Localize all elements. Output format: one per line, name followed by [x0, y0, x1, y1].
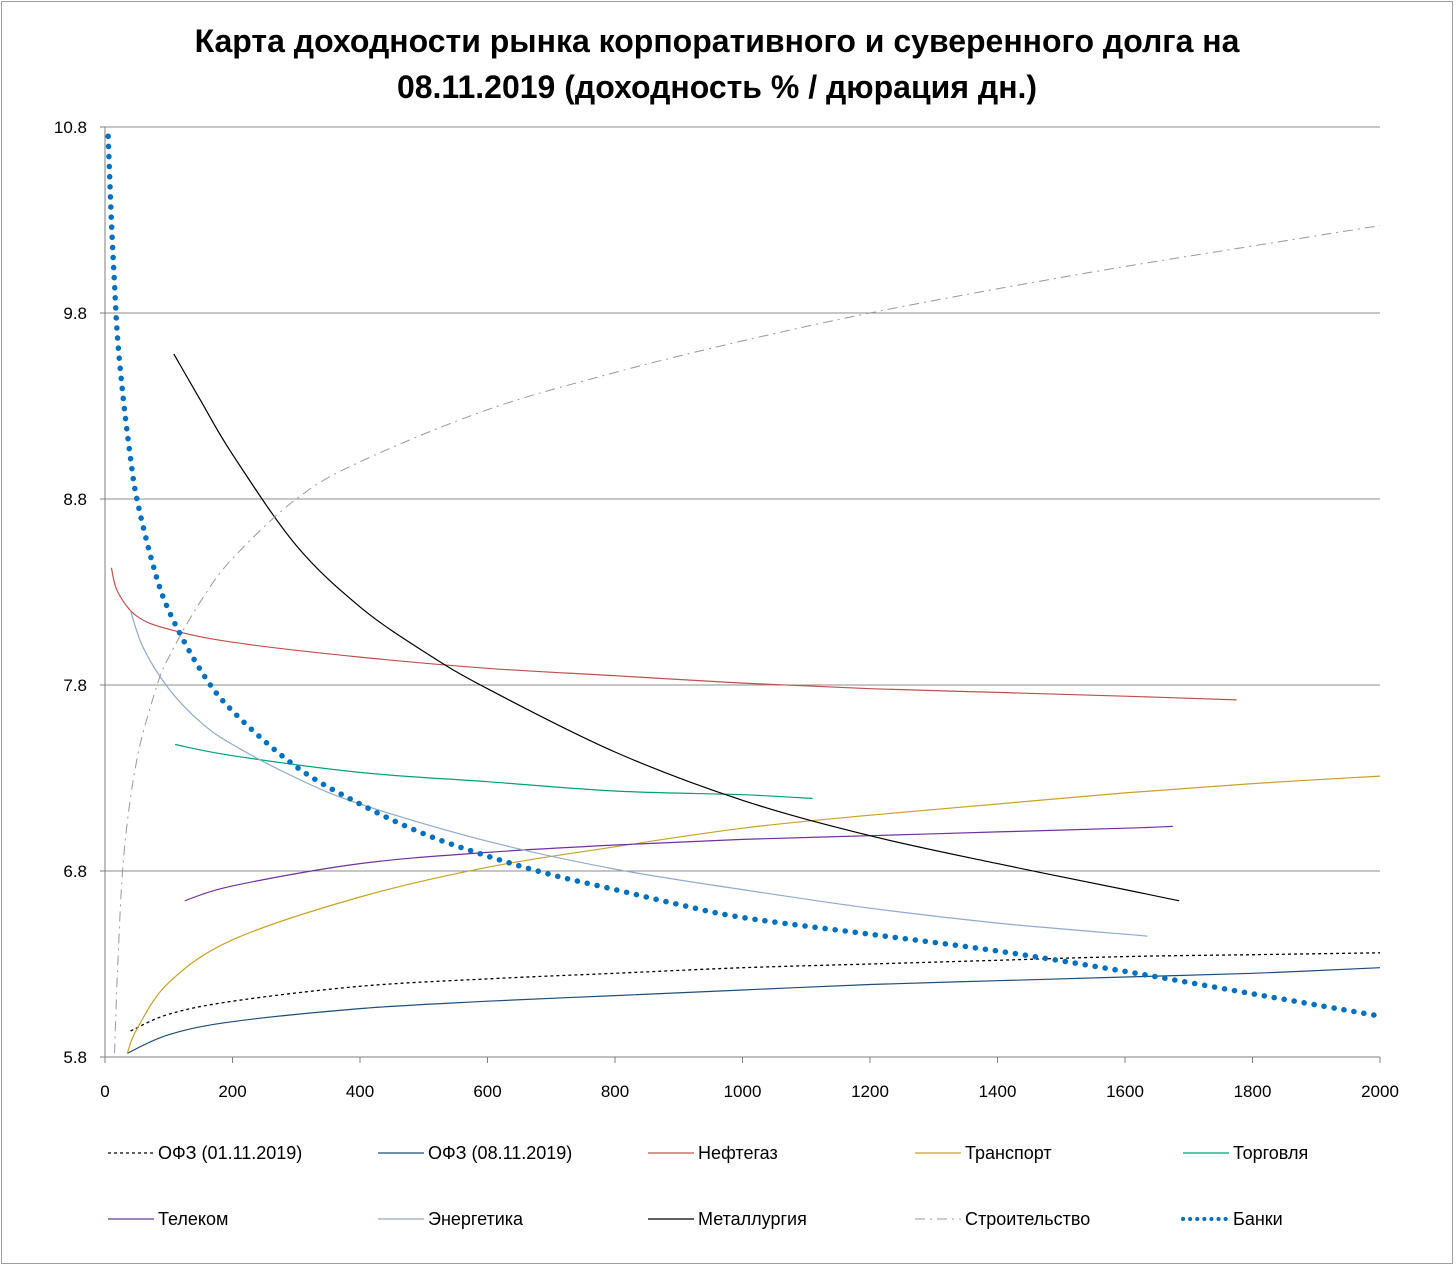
legend-label: Нефтегаз [698, 1143, 778, 1163]
series-1-line [130, 952, 1381, 1032]
x-tick-label: 1800 [1234, 1082, 1272, 1101]
chart-title-line-1: Карта доходности рынка корпоративного и … [194, 23, 1240, 59]
series-2-line [127, 967, 1381, 1054]
y-tick-label: 9.8 [63, 304, 87, 323]
y-tick-label: 7.8 [63, 676, 87, 695]
legend: ОФЗ (01.11.2019) ОФЗ (08.11.2019) Нефтегаз… [108, 1143, 1308, 1229]
x-tick-label: 400 [346, 1082, 374, 1101]
legend-label: Транспорт [965, 1143, 1052, 1163]
x-tick-label: 1400 [979, 1082, 1017, 1101]
legend-label: ОФЗ (08.11.2019) [428, 1143, 572, 1163]
chart-title: Карта доходности рынка корпоративного и … [0, 18, 1434, 110]
x-tick-label: 200 [218, 1082, 246, 1101]
tick-labels: 5.8 6.8 7.8 8.8 9.8 10.8 0 200 400 600 800 1000 1200… [54, 118, 1399, 1101]
gridlines [105, 126, 1380, 1058]
x-tick-label: 1200 [851, 1082, 889, 1101]
series-4-line [126, 775, 1381, 1054]
x-tick-label: 0 [100, 1082, 109, 1101]
series-8-line [173, 353, 1180, 902]
x-tick-label: 2000 [1361, 1082, 1399, 1101]
x-tick-label: 600 [473, 1082, 501, 1101]
series-10-line [105, 133, 1383, 1019]
y-tick-label: 8.8 [63, 490, 87, 509]
x-tick-label: 1000 [724, 1082, 762, 1101]
legend-label: Телеком [158, 1209, 228, 1229]
legend-label: Банки [1233, 1209, 1283, 1229]
series-6-line [184, 825, 1173, 902]
legend-label: Металлургия [698, 1209, 807, 1229]
legend-label: Строительство [965, 1209, 1090, 1229]
axes [100, 126, 1381, 1063]
legend-label: ОФЗ (01.11.2019) [158, 1143, 302, 1163]
y-tick-label: 5.8 [63, 1048, 87, 1067]
x-tick-label: 1600 [1106, 1082, 1144, 1101]
series-9-line [114, 225, 1381, 1054]
legend-label: Торговля [1233, 1143, 1308, 1163]
series-5-line [174, 743, 813, 800]
series-7-line [129, 610, 1148, 937]
series-3-line [110, 567, 1237, 701]
series-layer [105, 133, 1383, 1054]
legend-label: Энергетика [428, 1209, 524, 1229]
x-tick-label: 800 [601, 1082, 629, 1101]
chart-title-line-2: 08.11.2019 (доходность % / дюрация дн.) [396, 69, 1038, 105]
y-tick-label: 6.8 [63, 862, 87, 881]
y-tick-label: 10.8 [54, 118, 87, 137]
